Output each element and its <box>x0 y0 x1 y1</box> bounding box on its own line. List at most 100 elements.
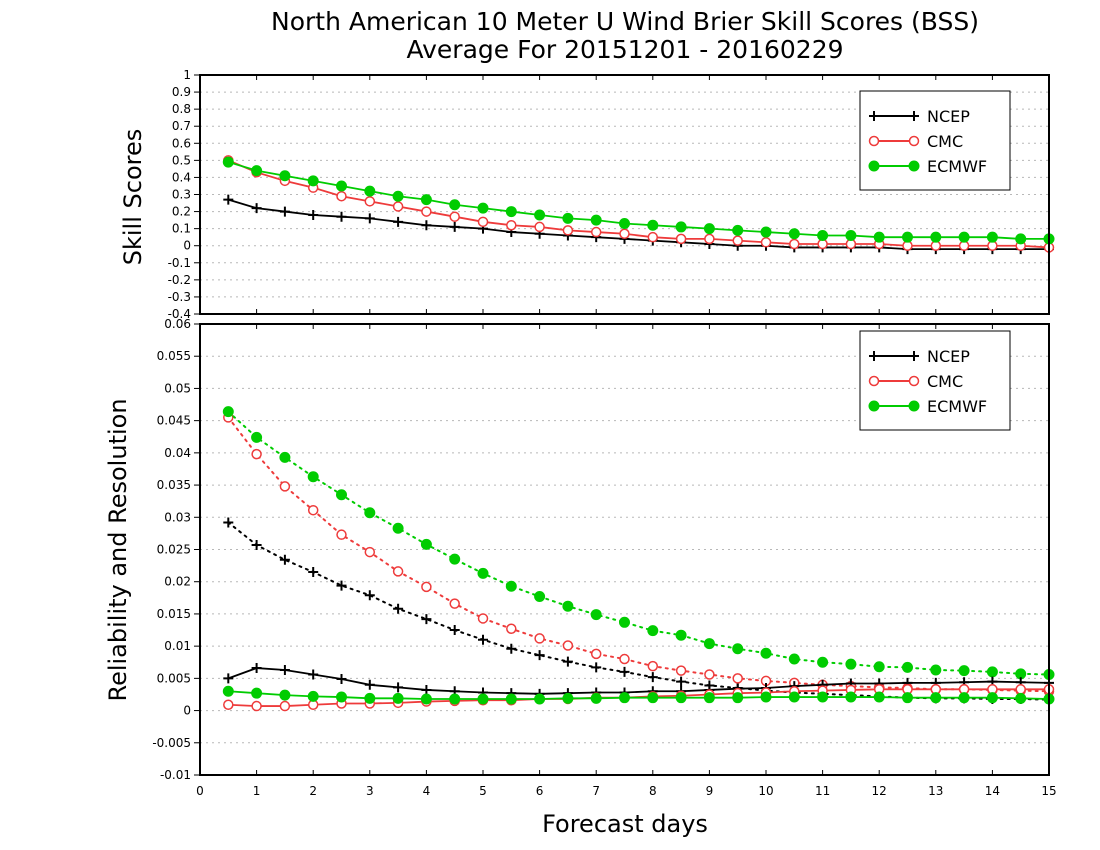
bottom-y-axis-label: Reliability and Resolution <box>104 398 132 701</box>
data-point <box>364 546 376 558</box>
data-point <box>703 692 715 704</box>
x-tick-label: 8 <box>649 784 657 798</box>
x-axis-label: Forecast days <box>542 810 708 838</box>
data-point <box>562 225 574 236</box>
y-tick-label: 0.4 <box>172 170 191 184</box>
y-tick-label: 0.02 <box>164 575 191 589</box>
data-point <box>392 692 404 704</box>
data-point <box>760 237 772 248</box>
data-point <box>308 669 319 680</box>
y-tick-label: 0.7 <box>172 119 191 133</box>
data-point <box>930 664 942 676</box>
data-point <box>279 700 291 712</box>
data-point <box>534 633 545 644</box>
data-point <box>364 507 376 519</box>
data-point <box>279 689 291 701</box>
data-point <box>619 218 630 230</box>
data-point <box>732 673 743 684</box>
data-point <box>223 673 234 684</box>
data-point <box>675 221 687 233</box>
data-point <box>958 692 970 704</box>
chart-title-line2: Average For 20151201 - 20160229 <box>406 35 843 64</box>
plot-frame <box>199 74 1050 315</box>
data-point <box>534 693 546 705</box>
y-tick-label: 0.03 <box>164 510 191 524</box>
data-point <box>562 692 574 704</box>
data-point <box>364 590 375 601</box>
legend-marker <box>869 111 879 121</box>
data-point <box>477 613 489 624</box>
data-point <box>392 566 404 577</box>
top-y-axis-label: Skill Scores <box>119 129 147 266</box>
series-ncep-dotted <box>223 517 1054 705</box>
data-point <box>364 213 375 224</box>
data-point <box>307 175 319 187</box>
data-point <box>279 664 290 675</box>
data-point <box>449 625 460 636</box>
legend-label-ecmwf: ECMWF <box>927 397 987 416</box>
data-point <box>506 643 517 654</box>
data-point <box>590 226 602 238</box>
data-point <box>222 156 234 168</box>
y-tick-label: -0.4 <box>168 307 191 321</box>
data-point <box>562 640 574 651</box>
legend-label-ecmwf: ECMWF <box>927 157 987 176</box>
data-point <box>676 676 687 687</box>
data-point <box>364 692 376 704</box>
data-point <box>251 448 262 460</box>
data-point <box>873 661 885 673</box>
y-tick-label: -0.01 <box>160 768 191 782</box>
y-tick-label: 0.005 <box>157 671 191 685</box>
data-point <box>986 692 998 704</box>
series-line <box>227 416 1050 693</box>
data-point <box>619 666 630 677</box>
data-point <box>986 231 998 243</box>
legend-marker <box>868 160 880 172</box>
data-point <box>364 185 376 197</box>
data-point <box>789 238 800 250</box>
data-point <box>534 221 545 233</box>
data-point <box>336 190 347 202</box>
data-point <box>902 692 913 704</box>
data-point <box>958 665 970 677</box>
y-tick-label: 0 <box>183 239 191 253</box>
y-tick-label: 1 <box>183 68 191 82</box>
data-point <box>279 451 291 463</box>
legend-marker <box>908 400 920 412</box>
data-point <box>930 231 942 243</box>
data-point <box>505 580 517 592</box>
x-tick-label: 13 <box>928 784 943 798</box>
data-point <box>251 203 262 214</box>
data-point <box>1015 684 1026 695</box>
data-point <box>902 661 913 673</box>
data-point <box>251 165 263 177</box>
data-point <box>336 489 347 501</box>
y-tick-label: 0.04 <box>164 446 191 460</box>
x-tick-label: 12 <box>872 784 887 798</box>
data-point <box>958 231 970 243</box>
y-tick-label: 0.8 <box>172 102 191 116</box>
x-tick-label: 9 <box>706 784 714 798</box>
legend-marker <box>868 135 880 147</box>
data-point <box>223 517 234 528</box>
data-point <box>308 209 319 220</box>
data-point <box>505 693 517 705</box>
data-point <box>449 221 460 232</box>
x-tick-label: 0 <box>196 784 204 798</box>
data-point <box>505 206 517 218</box>
y-tick-label: -0.005 <box>152 736 191 750</box>
data-point <box>420 538 432 550</box>
legend-marker <box>909 351 919 361</box>
data-point <box>873 231 885 243</box>
data-point <box>703 223 715 235</box>
data-point <box>590 609 602 621</box>
data-point <box>647 625 659 637</box>
y-tick-label: 0.6 <box>172 136 191 150</box>
data-point <box>420 194 432 206</box>
data-point <box>477 216 489 228</box>
legend-marker <box>909 111 919 121</box>
legend-marker <box>869 351 879 361</box>
x-tick-label: 7 <box>592 784 600 798</box>
data-point <box>506 623 517 634</box>
data-point <box>449 598 460 609</box>
